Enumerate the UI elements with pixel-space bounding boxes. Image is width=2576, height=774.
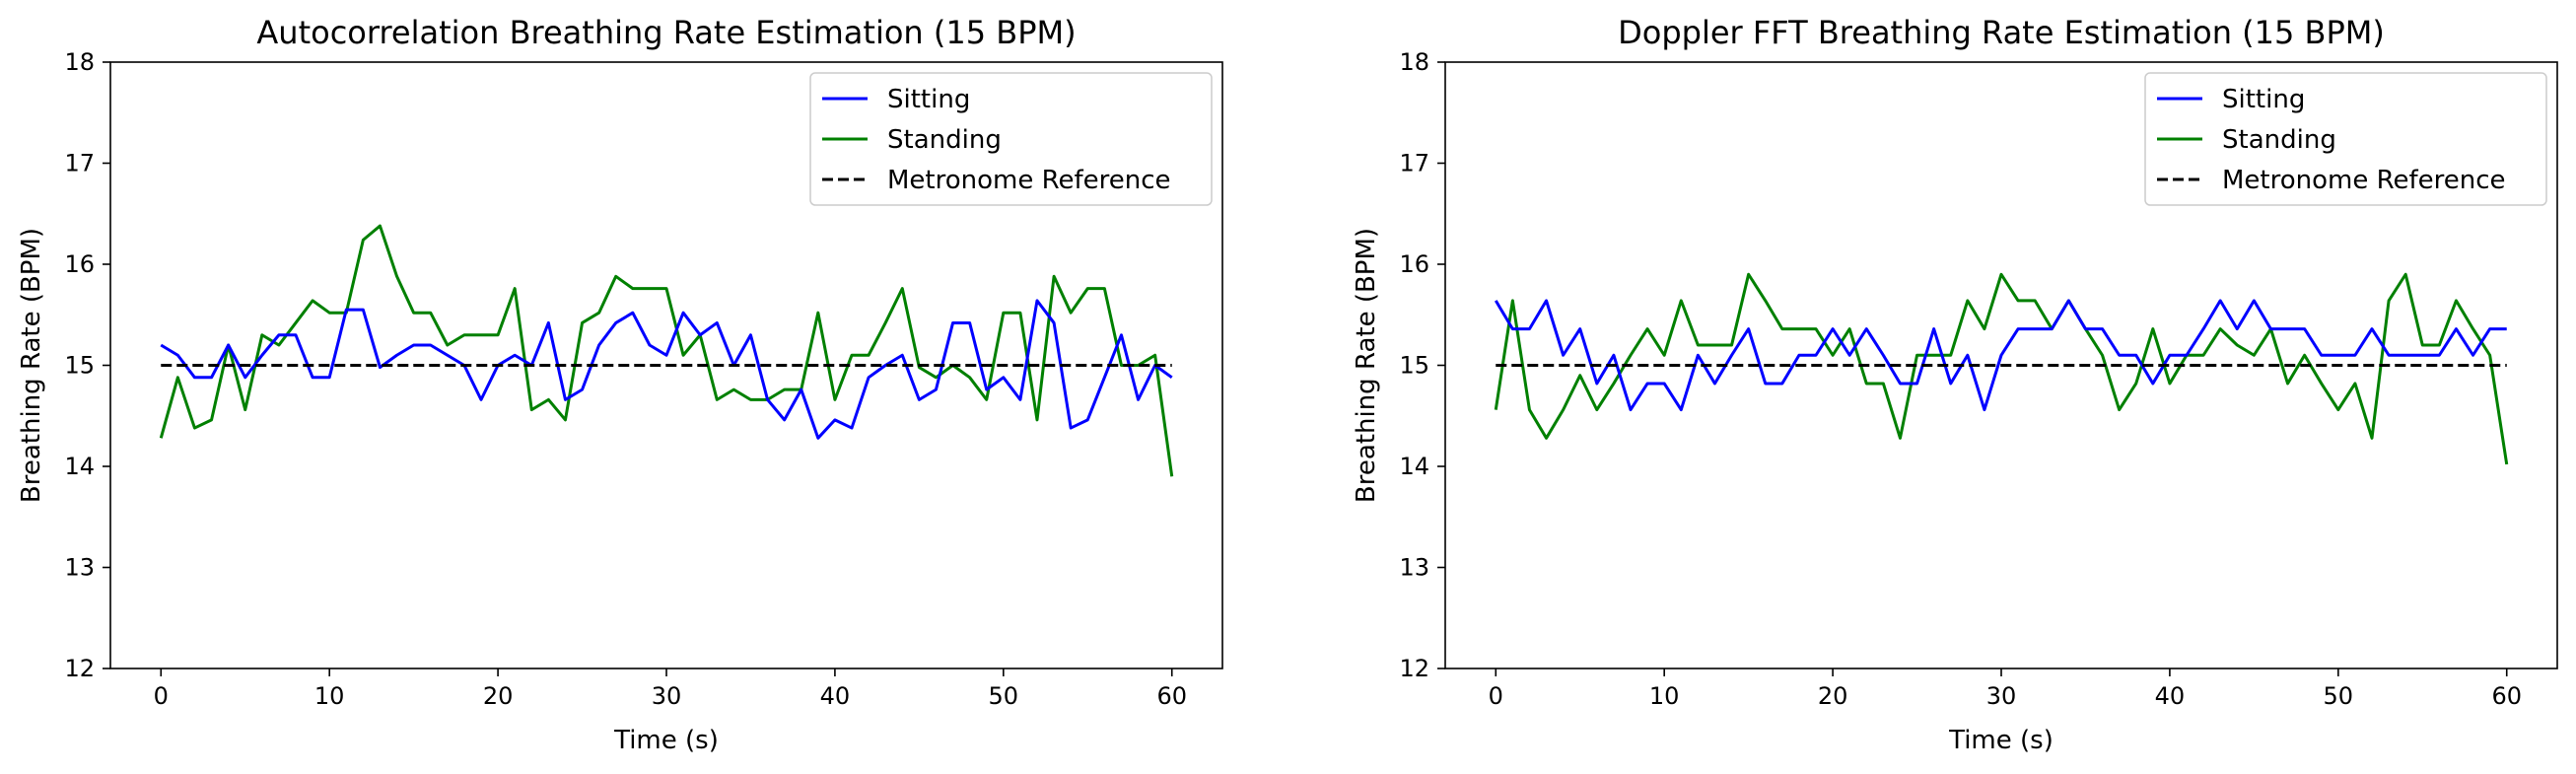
x-axis-label: Time (s) xyxy=(613,726,719,755)
doppler-fft-chart-panel: Doppler FFT Breathing Rate Estimation (1… xyxy=(1352,14,2558,755)
y-tick-label: 17 xyxy=(64,150,95,177)
x-tick-label: 40 xyxy=(820,682,851,710)
series-line-sitting xyxy=(1494,299,2507,412)
x-tick-label: 40 xyxy=(2155,682,2186,710)
legend-label-standing: Standing xyxy=(887,125,1002,155)
x-tick-label: 20 xyxy=(1818,682,1848,710)
plot-area-frame xyxy=(1444,61,2558,669)
series-line-standing xyxy=(159,224,1174,477)
legend-label-standing: Standing xyxy=(2222,125,2336,155)
y-tick-label: 16 xyxy=(64,250,95,278)
legend: Sitting Standing Metronome Reference xyxy=(809,72,1213,206)
y-tick-label: 12 xyxy=(64,655,95,682)
autocorrelation-chart-panel: Autocorrelation Breathing Rate Estimatio… xyxy=(17,14,1223,755)
chart-title: Doppler FFT Breathing Rate Estimation (1… xyxy=(1618,14,2385,51)
x-tick-label: 10 xyxy=(1649,682,1680,710)
y-tick-label: 15 xyxy=(64,352,95,380)
y-tick-label: 18 xyxy=(1399,48,1429,76)
legend-label-metronome-reference: Metronome Reference xyxy=(887,166,1171,195)
legend-label-metronome-reference: Metronome Reference xyxy=(2222,166,2506,195)
y-tick-label: 16 xyxy=(1399,250,1429,278)
series-line-standing xyxy=(1494,272,2509,465)
x-tick-label: 20 xyxy=(483,682,514,710)
y-tick-label: 17 xyxy=(1399,150,1429,177)
x-tick-label: 60 xyxy=(2491,682,2522,710)
y-tick-label: 13 xyxy=(1399,554,1429,582)
x-tick-label: 30 xyxy=(1986,682,2017,710)
y-tick-label: 14 xyxy=(1399,453,1429,480)
x-tick-label: 50 xyxy=(2324,682,2354,710)
series-line-sitting xyxy=(160,299,1173,440)
x-tick-label: 0 xyxy=(154,682,169,710)
x-tick-label: 60 xyxy=(1156,682,1187,710)
x-tick-label: 10 xyxy=(314,682,345,710)
legend: Sitting Standing Metronome Reference xyxy=(2144,72,2547,206)
legend-label-sitting: Sitting xyxy=(2222,85,2305,114)
chart-title: Autocorrelation Breathing Rate Estimatio… xyxy=(256,14,1076,51)
x-tick-label: 30 xyxy=(652,682,682,710)
y-tick-label: 15 xyxy=(1399,352,1429,380)
y-tick-label: 14 xyxy=(64,453,95,480)
y-tick-label: 13 xyxy=(64,554,95,582)
x-tick-label: 50 xyxy=(989,682,1019,710)
y-tick-label: 12 xyxy=(1399,655,1429,682)
x-axis-label: Time (s) xyxy=(1948,726,2054,755)
y-axis-label: Breathing Rate (BPM) xyxy=(1352,228,1381,503)
y-tick-label: 18 xyxy=(64,48,95,76)
x-tick-label: 0 xyxy=(1489,682,1503,710)
legend-label-sitting: Sitting xyxy=(887,85,970,114)
plot-area-frame xyxy=(109,61,1223,669)
y-axis-label: Breathing Rate (BPM) xyxy=(17,228,46,503)
